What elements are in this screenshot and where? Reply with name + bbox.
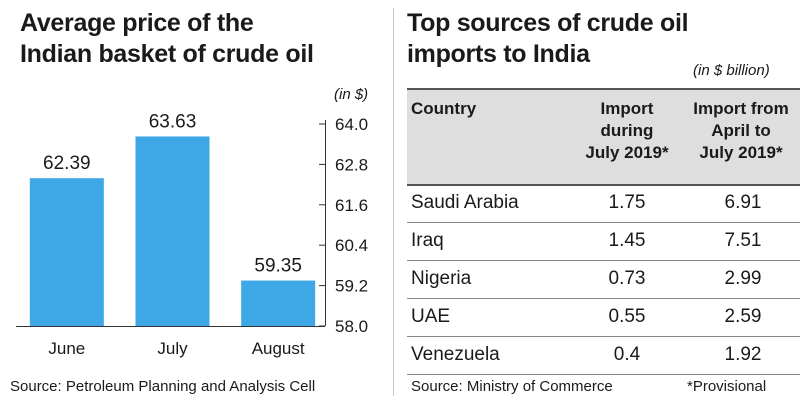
table-title: Top sources of crude oil imports to Indi…	[407, 8, 689, 70]
y-tick-label: 64.0	[335, 115, 368, 134]
chart-source: Source: Petroleum Planning and Analysis …	[10, 378, 316, 395]
header-import-july-line-2: during	[600, 121, 654, 140]
import-july-cell: 0.73	[608, 268, 646, 289]
bar-value-label: 62.39	[43, 153, 91, 174]
provisional-note: *Provisional	[687, 378, 767, 395]
header-import-ytd-line-3: July 2019*	[699, 143, 783, 162]
chart-title-line-2: Indian basket of crude oil	[20, 40, 314, 68]
y-tick-label: 60.4	[335, 236, 368, 255]
table-source: Source: Ministry of Commerce	[411, 378, 613, 395]
import-july-cell: 1.75	[608, 192, 646, 213]
table-header: Country Import during July 2019* Import …	[407, 88, 800, 186]
import-ytd-cell: 7.51	[724, 230, 762, 251]
import-ytd-cell: 2.99	[724, 268, 762, 289]
price-chart-panel: Average price of the Indian basket of cr…	[0, 0, 392, 403]
import-ytd-cell: 6.91	[724, 192, 762, 213]
bar	[29, 178, 104, 326]
table-title-line-2: imports to India	[407, 40, 590, 68]
bar-value-label: 59.35	[254, 256, 302, 277]
import-july-cell: 1.45	[608, 230, 646, 251]
chart-title: Average price of the Indian basket of cr…	[20, 8, 314, 70]
import-july-cell: 0.4	[613, 344, 641, 365]
header-import-july-line-1: Import	[600, 99, 654, 118]
header-import-ytd: Import from April to July 2019*	[681, 98, 801, 164]
country-cell: Nigeria	[411, 268, 472, 289]
imports-table-panel: Top sources of crude oil imports to Indi…	[397, 0, 810, 403]
table-row: Iraq 1.45 7.51	[407, 222, 800, 261]
y-tick-label: 59.2	[335, 277, 368, 296]
header-import-july: Import during July 2019*	[567, 98, 687, 164]
header-import-ytd-line-2: April to	[711, 121, 771, 140]
panel-divider	[393, 8, 394, 396]
import-ytd-cell: 1.92	[724, 344, 762, 365]
x-tick-label: August	[252, 339, 305, 358]
bar-value-label: 63.63	[149, 111, 197, 132]
table-row: UAE 0.55 2.59	[407, 298, 800, 337]
country-cell: Venezuela	[411, 344, 500, 365]
country-cell: Saudi Arabia	[411, 192, 519, 213]
chart-unit-label: (in $)	[334, 86, 369, 103]
y-tick-label: 58.0	[335, 317, 368, 336]
chart-title-line-1: Average price of the	[20, 9, 254, 37]
bar-chart: 62.39 June 63.63 July 59.35 August 58.0 59.2 60.…	[16, 111, 368, 358]
y-tick-label: 62.8	[335, 155, 368, 174]
import-july-cell: 0.55	[608, 306, 646, 327]
bar	[135, 136, 210, 326]
country-cell: UAE	[411, 306, 451, 327]
table-title-line-1: Top sources of crude oil	[407, 9, 689, 37]
import-ytd-cell: 2.59	[724, 306, 762, 327]
x-tick-label: July	[157, 339, 188, 358]
country-cell: Iraq	[411, 230, 444, 251]
table-row: Venezuela 0.4 1.92	[407, 336, 800, 375]
table-row: Nigeria 0.73 2.99	[407, 260, 800, 299]
y-tick-label: 61.6	[335, 196, 368, 215]
header-import-ytd-line-1: Import from	[693, 99, 789, 118]
header-import-july-line-3: July 2019*	[585, 143, 669, 162]
bar	[241, 280, 316, 326]
x-tick-label: June	[48, 339, 85, 358]
header-country: Country	[411, 99, 477, 118]
table-unit-label: (in $ billion)	[693, 62, 770, 79]
table-row: Saudi Arabia 1.75 6.91	[407, 184, 800, 223]
